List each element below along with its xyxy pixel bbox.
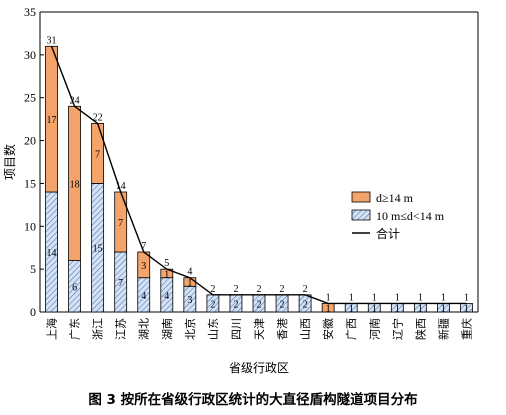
x-tick-label: 陕西	[413, 318, 427, 340]
x-tick-label: 广西	[345, 318, 358, 340]
y-tick-label: 10	[24, 219, 36, 233]
data-label-ge14m: 1	[326, 304, 331, 315]
x-tick-label: 北京	[183, 318, 197, 340]
x-tick-label: 广东	[69, 318, 82, 340]
chart: 05101520253035项目数上海 广东 浙江 江苏 湖北 湖南 北京 山东 四川 天津 香港山…	[2, 5, 479, 375]
data-label-total: 7	[141, 241, 146, 252]
data-label-total: 1	[372, 292, 377, 303]
x-tick-label: 安徽	[321, 318, 335, 340]
x-tick-label: 河南	[368, 318, 381, 340]
figure-caption: 图 3 按所在省级行政区统计的大直径盾构隧道项目分布	[88, 392, 418, 408]
legend-swatch-ge14m	[351, 191, 371, 203]
data-label-10-14m: 1	[441, 304, 446, 315]
x-tick-label: 四川	[230, 318, 243, 340]
data-label-total: 1	[418, 292, 423, 303]
data-label-ge14m: 17	[47, 115, 57, 126]
data-label-ge14m: 3	[141, 261, 146, 272]
y-tick-label: 5	[30, 262, 36, 276]
data-label-10-14m: 2	[257, 299, 262, 310]
legend-swatch-10-14m	[351, 209, 371, 221]
y-tick-label: 35	[24, 5, 36, 19]
data-label-10-14m: 2	[280, 299, 285, 310]
data-label-total: 24	[70, 95, 80, 106]
data-label-10-14m: 1	[464, 304, 469, 315]
data-label-10-14m: 2	[233, 299, 238, 310]
data-label-total: 1	[349, 292, 354, 303]
data-label-10-14m: 1	[372, 304, 377, 315]
data-label-total: 2	[210, 284, 215, 295]
data-label-10-14m: 14	[47, 248, 57, 259]
data-label-total: 1	[326, 292, 331, 303]
data-label-ge14m: 1	[164, 269, 169, 280]
legend-label-10-14m: 10 m≤d<14 m	[376, 209, 445, 223]
y-tick-label: 20	[24, 134, 36, 148]
total-line	[50, 46, 467, 305]
data-label-10-14m: 1	[395, 304, 400, 315]
data-label-total: 31	[47, 35, 57, 46]
y-axis-title: 项目数	[2, 144, 17, 180]
data-label-total: 2	[233, 284, 238, 295]
x-tick-label: 山东	[207, 318, 220, 340]
data-label-10-14m: 6	[72, 282, 77, 293]
data-label-ge14m: 1	[187, 278, 192, 289]
legend-label-total: 合计	[376, 226, 400, 241]
data-label-total: 5	[164, 258, 169, 269]
data-label-10-14m: 7	[118, 278, 123, 289]
x-tick-label: 江苏	[115, 318, 128, 340]
data-label-10-14m: 1	[349, 304, 354, 315]
data-label-10-14m: 2	[210, 299, 215, 310]
data-label-total: 2	[280, 284, 285, 295]
data-label-total: 22	[93, 112, 103, 123]
data-label-10-14m: 4	[164, 291, 169, 302]
data-label-ge14m: 7	[118, 218, 123, 229]
data-label-total: 1	[441, 292, 446, 303]
data-label-10-14m: 15	[93, 244, 103, 255]
data-label-ge14m: 18	[70, 179, 80, 190]
y-tick-label: 25	[24, 91, 36, 105]
x-tick-label: 湖南	[161, 318, 174, 340]
x-tick-label: 上海	[45, 318, 59, 340]
x-tick-label: 山西	[299, 318, 312, 340]
y-tick-label: 0	[30, 305, 36, 319]
axes: 05101520253035项目数上海 广东 浙江 江苏 湖北 湖南 北京 山东 四川 天津 香港山…	[2, 5, 479, 375]
data-label-10-14m: 3	[187, 295, 192, 306]
bar-ge14m	[45, 45, 58, 193]
data-label-ge14m: 7	[95, 149, 100, 160]
data-label-total: 2	[303, 284, 308, 295]
data-label-total: 2	[257, 284, 262, 295]
x-tick-label: 浙江	[92, 318, 105, 340]
data-label-total: 1	[464, 292, 469, 303]
x-tick-label: 重庆	[459, 318, 473, 340]
x-tick-label: 香港	[276, 318, 289, 340]
data-label-10-14m: 1	[418, 304, 423, 315]
x-tick-label: 湖北	[138, 318, 151, 340]
data-label-total: 1	[395, 292, 400, 303]
legend-label-ge14m: d≥14 m	[376, 191, 414, 205]
x-axis-title: 省级行政区	[229, 361, 289, 375]
total-line-layer	[50, 46, 467, 305]
x-tick-label: 新疆	[436, 318, 450, 340]
x-tick-label: 辽宁	[390, 318, 404, 340]
legend: d≥14 m 10 m≤d<14 m 合计	[351, 191, 445, 241]
y-tick-label: 30	[24, 48, 36, 62]
y-tick-label: 15	[24, 176, 36, 190]
data-label-total: 4	[187, 267, 192, 278]
bars	[45, 45, 473, 313]
data-label-total: 14	[116, 181, 126, 192]
data-label-10-14m: 2	[303, 299, 308, 310]
x-tick-label: 天津	[253, 318, 266, 340]
data-label-10-14m: 4	[141, 291, 146, 302]
